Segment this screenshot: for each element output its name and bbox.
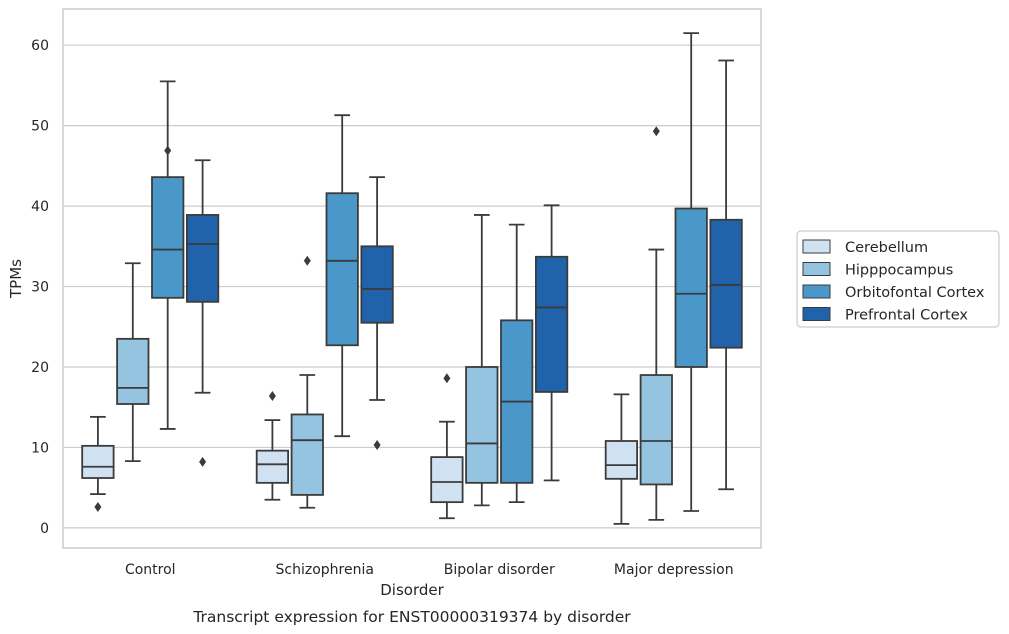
box-plot	[709, 59, 743, 491]
legend-swatch	[802, 307, 831, 321]
legend-label: Hipppocampus	[845, 263, 953, 279]
box-plot	[604, 393, 639, 525]
box-plot	[290, 255, 324, 509]
x-tick-label: Bipolar disorder	[444, 562, 555, 578]
iqr-box	[534, 255, 569, 393]
outlier-point	[94, 501, 102, 512]
y-tick-label: 20	[31, 360, 49, 376]
iqr-box	[151, 176, 185, 299]
box-plot	[639, 126, 673, 521]
legend-swatch	[802, 284, 831, 299]
box-plot	[81, 415, 115, 512]
legend-item: Prefrontal Cortex	[802, 307, 968, 324]
plot-area-frame	[62, 8, 762, 549]
legend-item: Hipppocampus	[802, 262, 953, 279]
legend-swatch	[802, 239, 831, 254]
y-tick-label: 50	[31, 119, 49, 135]
box-plot	[151, 80, 185, 430]
box-plots	[81, 32, 743, 525]
iqr-box	[360, 245, 394, 324]
y-tick-label: 0	[40, 521, 49, 537]
iqr-box	[325, 192, 359, 347]
box-plot	[116, 262, 150, 463]
y-tick-label: 30	[31, 280, 49, 296]
iqr-box	[255, 449, 290, 484]
legend-label: Orbitofontal Cortex	[845, 285, 985, 301]
outlier-point	[652, 126, 660, 137]
iqr-box	[116, 337, 150, 405]
x-tick-label: Major depression	[614, 562, 734, 578]
box-plot	[465, 214, 499, 507]
iqr-box	[639, 374, 673, 486]
y-tick-label: 60	[31, 38, 49, 54]
legend-label: Cerebellum	[845, 240, 928, 256]
box-plot	[430, 373, 464, 520]
legend-item: Cerebellum	[802, 239, 928, 256]
iqr-box	[709, 218, 743, 349]
box-plot	[255, 390, 290, 501]
legend-swatch	[802, 262, 831, 276]
iqr-box	[81, 444, 115, 479]
iqr-box	[674, 207, 708, 368]
iqr-box	[465, 366, 499, 484]
legend-label: Prefrontal Cortex	[845, 308, 968, 324]
legend-item: Orbitofontal Cortex	[802, 284, 985, 301]
iqr-box	[604, 440, 639, 480]
iqr-box	[290, 413, 324, 496]
legend-frame	[796, 230, 1000, 328]
outlier-point	[443, 373, 451, 384]
box-plot	[360, 176, 394, 451]
box-plot	[500, 223, 534, 504]
box-plot	[674, 32, 708, 512]
outlier-point	[268, 390, 276, 401]
outlier-point	[164, 145, 172, 156]
y-axis-label: TPMs	[7, 259, 25, 299]
chart-caption: Transcript expression for ENST0000031937…	[192, 608, 631, 626]
x-tick-label: Schizophrenia	[276, 562, 374, 578]
box-plot	[325, 114, 359, 438]
y-tick-label: 10	[31, 440, 49, 456]
legend: Cerebellum Hipppocampus Orbitofontal Corte…	[796, 230, 1000, 328]
outlier-point	[303, 255, 311, 266]
box-plot	[185, 159, 220, 467]
y-tick-label: 40	[31, 199, 49, 215]
y-axis-tick-labels: 0 10 20 30 40 50 60	[31, 38, 49, 537]
x-axis-tick-labels: Control Schizophrenia Bipolar disorder Majo…	[125, 562, 734, 578]
iqr-box	[430, 456, 464, 504]
x-axis-label: Disorder	[380, 581, 444, 599]
box-plot	[534, 204, 569, 482]
outlier-point	[199, 456, 207, 467]
outlier-point	[373, 440, 381, 451]
x-tick-label: Control	[125, 562, 176, 578]
iqr-box	[185, 214, 220, 303]
